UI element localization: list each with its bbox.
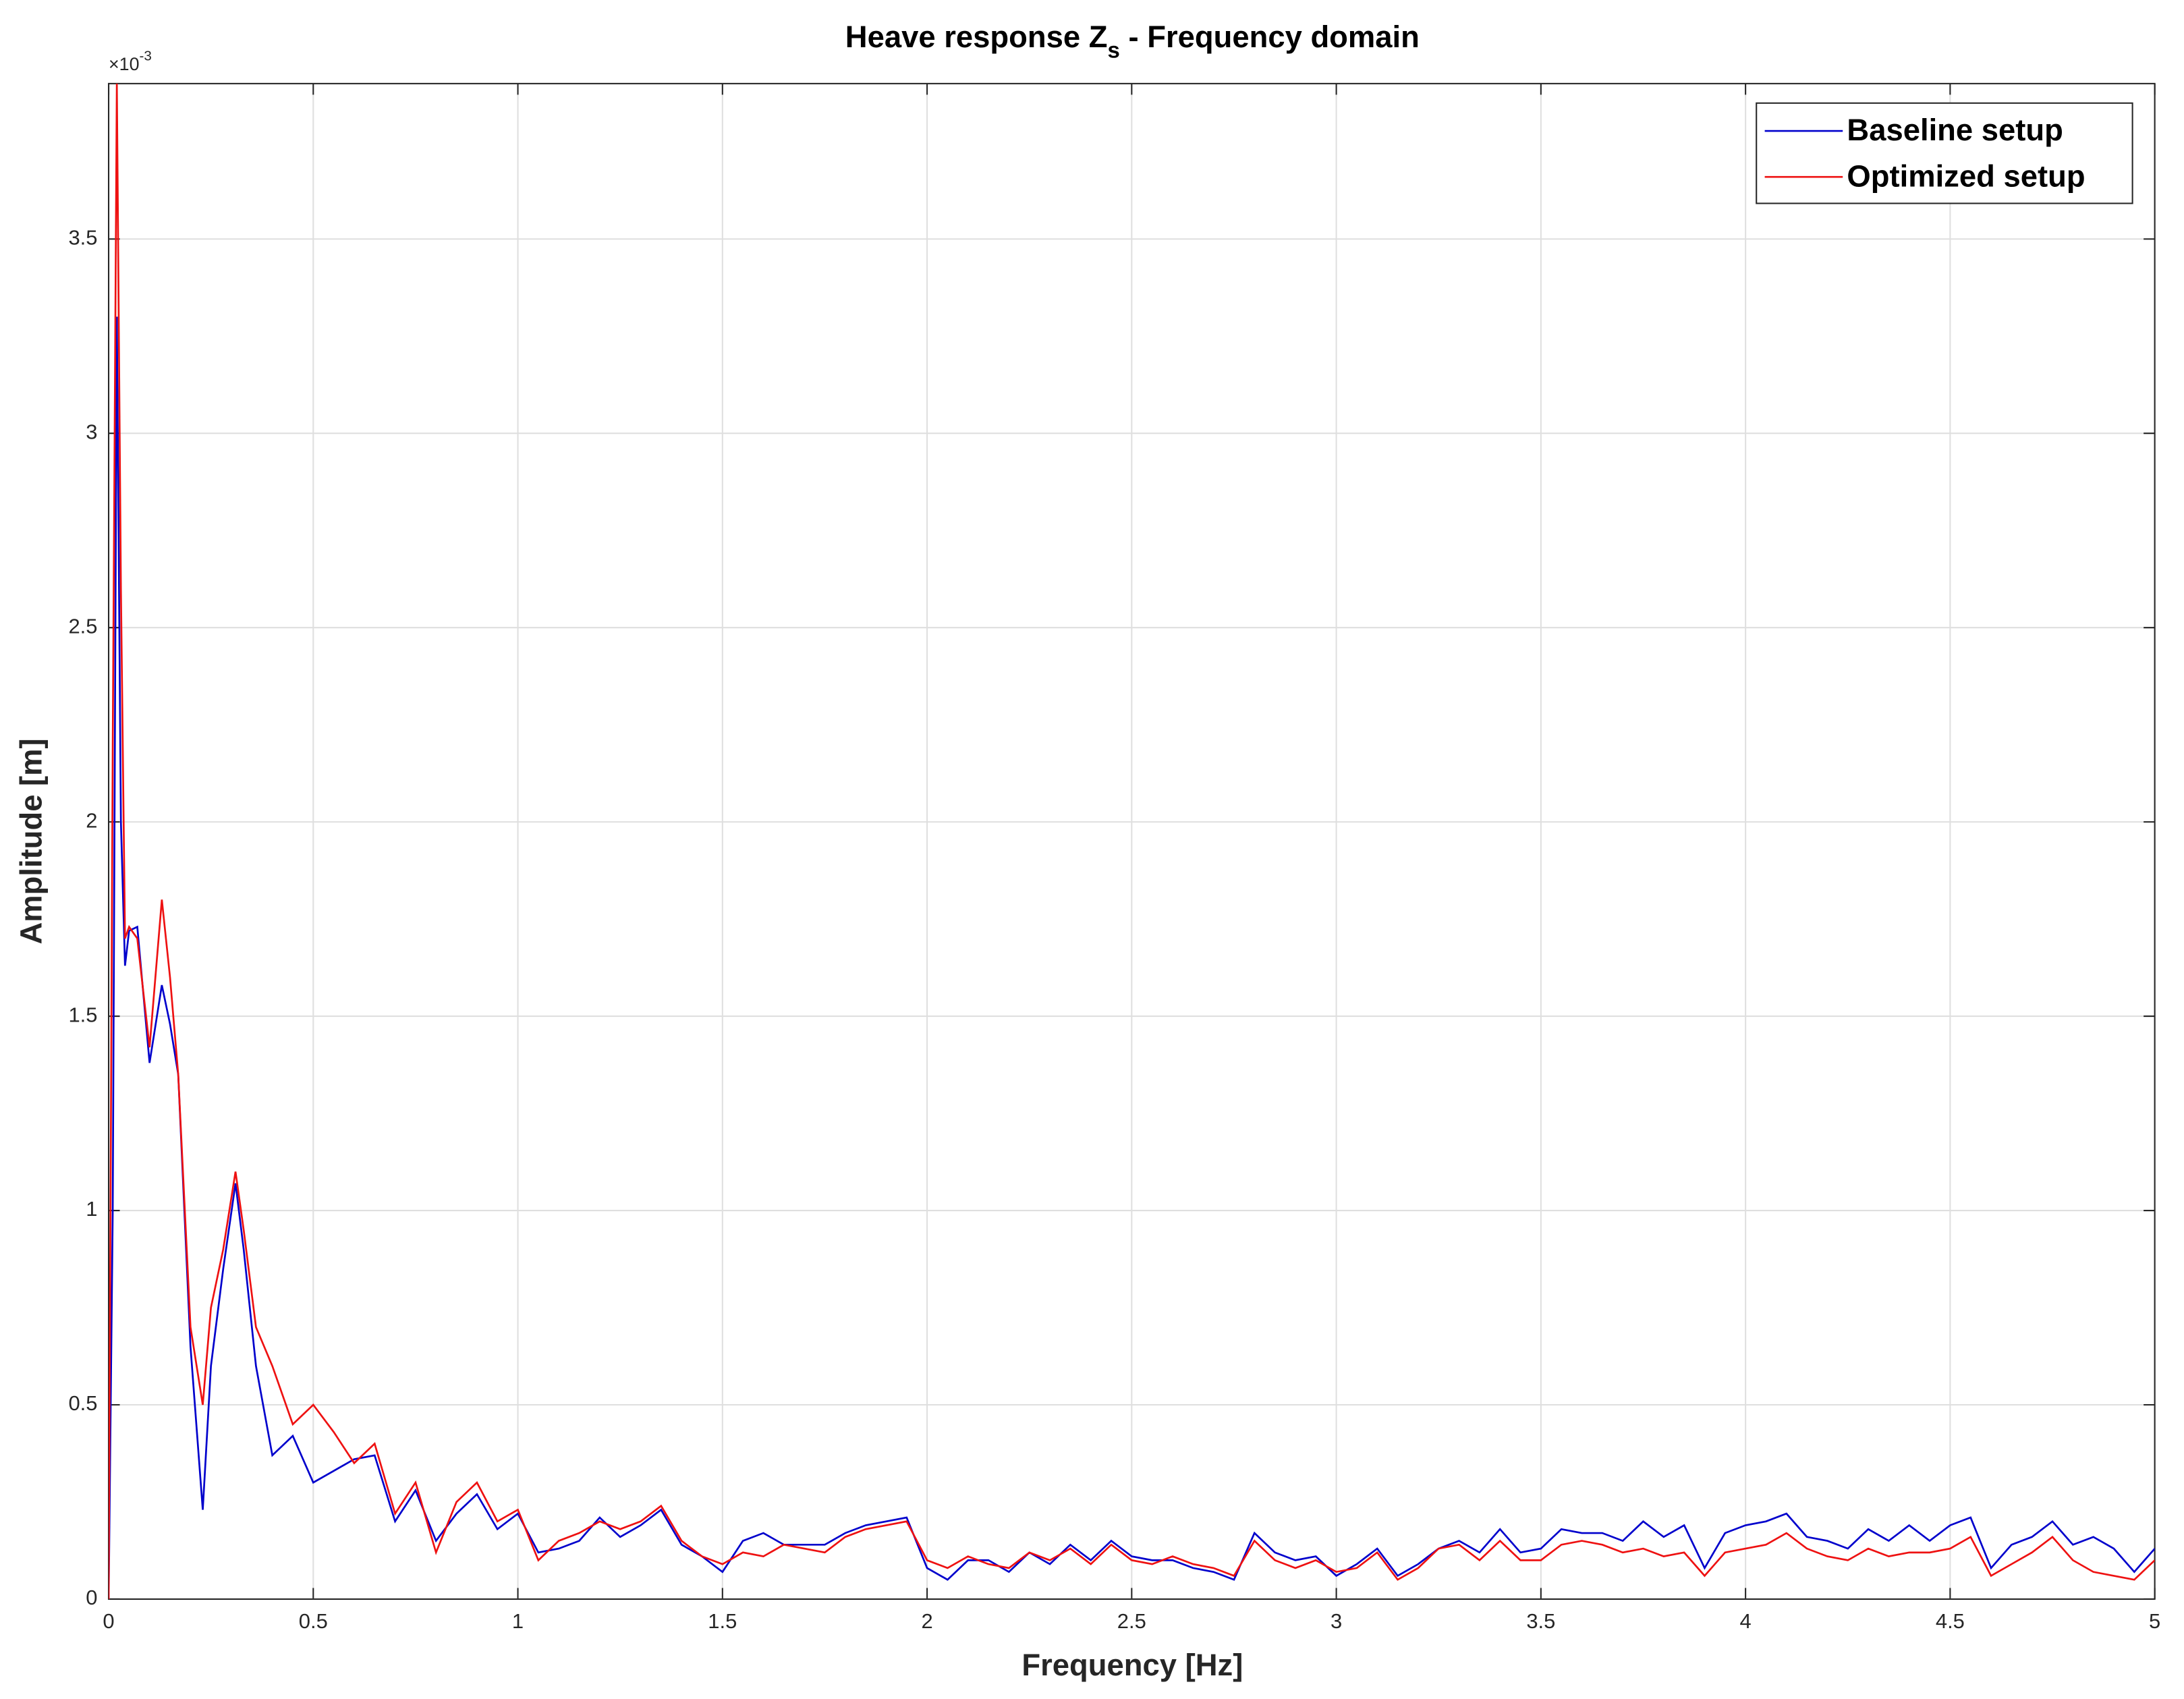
exponent-power: -3 — [140, 49, 152, 64]
title-suffix: - Frequency domain — [1120, 20, 1420, 54]
x-tick-label: 2.5 — [1117, 1609, 1146, 1633]
plot-area: 0 0.5 1 1.5 2 2.5 3 3.5 4 4.5 5 0 0.5 1 1.5 2 2.5 3 3.5 Bas… — [68, 82, 2160, 1633]
y-tick-label: 3 — [86, 420, 97, 443]
legend-box — [1756, 102, 2133, 204]
y-tick-label: 3.5 — [68, 225, 97, 249]
y-tick-label: 2.5 — [68, 614, 97, 638]
x-tick-label: 3 — [1331, 1609, 1342, 1633]
legend-label: Optimized setup — [1847, 159, 2085, 193]
y-tick-label: 0 — [86, 1586, 97, 1609]
y-axis-label: Amplitude [m] — [14, 738, 49, 944]
legend: Baseline setup Optimized setup — [1756, 102, 2133, 204]
legend-label: Baseline setup — [1847, 113, 2063, 147]
x-tick-label: 3.5 — [1526, 1609, 1555, 1633]
x-tick-label: 4 — [1740, 1609, 1752, 1633]
x-axis-label: Frequency [Hz] — [1021, 1648, 1243, 1682]
title-subscript: s — [1107, 37, 1119, 62]
chart-title: Heave response Zs - Frequency domain — [845, 20, 1420, 62]
axes-box — [107, 82, 2156, 1600]
y-tick-label: 1.5 — [68, 1003, 97, 1026]
title-text: Heave response Z — [845, 20, 1108, 54]
y-tick-label: 1 — [86, 1197, 97, 1221]
data-line — [109, 83, 2155, 1599]
x-tick-label: 0 — [103, 1609, 114, 1633]
y-exponent: ×10-3 — [109, 49, 152, 74]
x-tick-label: 1.5 — [708, 1609, 737, 1633]
y-tick-label: 0.5 — [68, 1391, 97, 1415]
x-tick-label: 4.5 — [1936, 1609, 1965, 1633]
x-tick-label: 2 — [921, 1609, 932, 1633]
exponent-base: ×10 — [109, 54, 140, 74]
x-tick-label: 1 — [512, 1609, 524, 1633]
x-tick-label: 0.5 — [299, 1609, 328, 1633]
x-tick-label: 5 — [2149, 1609, 2160, 1633]
y-tick-label: 2 — [86, 808, 97, 832]
